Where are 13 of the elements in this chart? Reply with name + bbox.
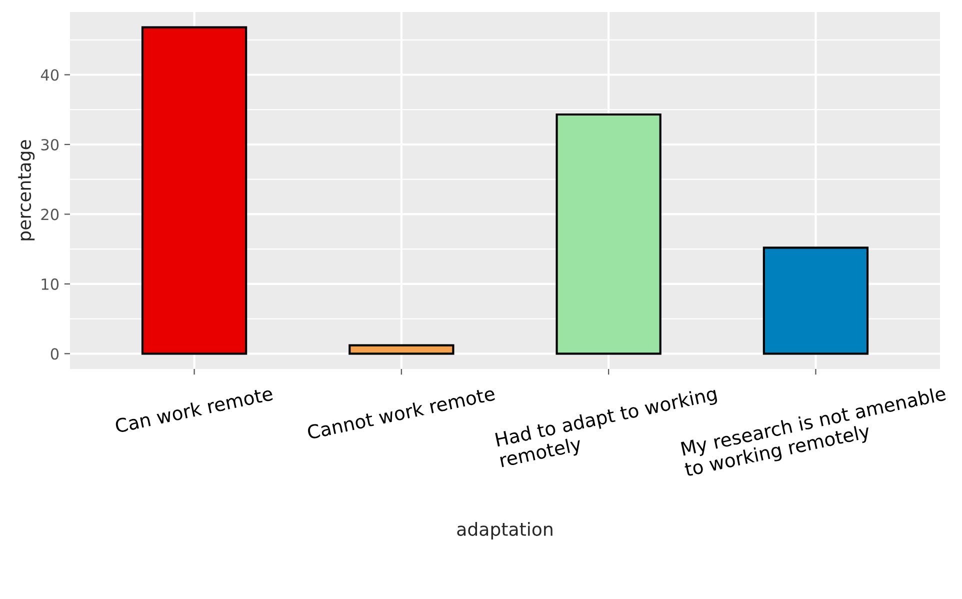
y-tick-label: 30 — [41, 138, 59, 150]
bar — [141, 26, 248, 355]
y-tick-label: 0 — [50, 348, 59, 360]
y-tick-label: 40 — [40, 69, 59, 81]
bar — [762, 246, 869, 355]
x-tick-label: Can work remote — [114, 386, 274, 434]
bar — [348, 344, 454, 355]
y-tick-label: 10 — [42, 278, 59, 290]
x-tick-label: Cannot work remote — [306, 386, 496, 440]
bar — [556, 113, 662, 355]
x-axis-title: adaptation — [457, 522, 552, 540]
y-axis-title: percentage — [18, 140, 35, 240]
y-tick-label: 20 — [41, 208, 59, 220]
